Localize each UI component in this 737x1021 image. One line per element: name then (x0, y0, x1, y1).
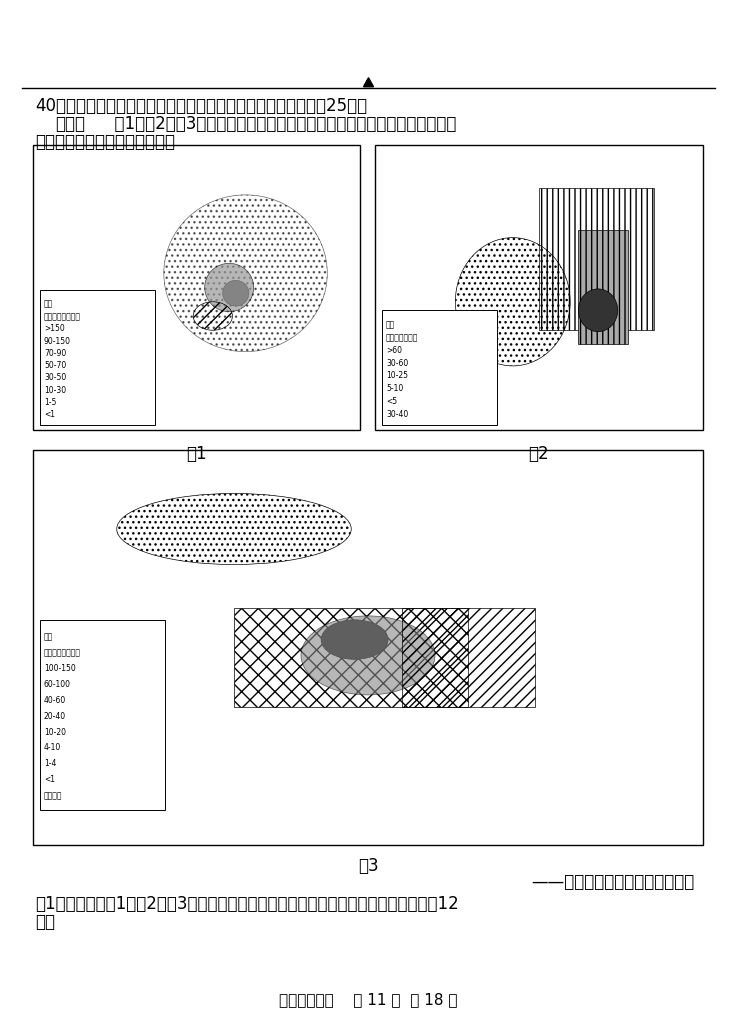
Text: 40-60: 40-60 (44, 696, 66, 704)
Text: 图2: 图2 (528, 445, 548, 463)
Text: 90-150: 90-150 (44, 337, 71, 346)
Text: 洪武二十六年）的人口密度图。: 洪武二十六年）的人口密度图。 (35, 133, 175, 151)
Text: >60: >60 (386, 346, 402, 354)
Bar (33, 450, 703, 845)
Text: 图例: 图例 (44, 633, 53, 641)
Bar (579, 231, 628, 344)
Polygon shape (363, 78, 374, 87)
Text: 100-150: 100-150 (44, 665, 76, 673)
Text: 1-5: 1-5 (44, 398, 56, 407)
Text: 60-100: 60-100 (44, 680, 71, 689)
Text: 30-50: 30-50 (44, 374, 66, 383)
Bar (40, 620, 165, 810)
Text: <5: <5 (386, 397, 397, 406)
Text: 30-40: 30-40 (386, 409, 408, 419)
Text: 材料一: 材料一 (55, 115, 85, 133)
Text: 10-25: 10-25 (386, 372, 408, 381)
Text: 无统计数: 无统计数 (44, 791, 63, 800)
Text: 10-30: 10-30 (44, 386, 66, 395)
Bar (382, 310, 497, 425)
Text: 图1: 图1 (186, 445, 206, 463)
Bar (539, 188, 654, 330)
Text: 分）: 分） (35, 913, 55, 931)
Text: <1: <1 (44, 410, 55, 420)
Ellipse shape (205, 263, 254, 311)
Text: ——据葛剑雄《中国人口发展史》: ——据葛剑雄《中国人口发展史》 (532, 873, 695, 891)
Text: 图3: 图3 (357, 857, 378, 875)
Text: 40、人口流动是社会发展变化的映射。阅读材料，回答问题。（25分）: 40、人口流动是社会发展变化的映射。阅读材料，回答问题。（25分） (35, 97, 367, 115)
Text: >150: >150 (44, 325, 65, 334)
Ellipse shape (579, 289, 618, 332)
Text: 20-40: 20-40 (44, 712, 66, 721)
Text: 5-10: 5-10 (386, 384, 403, 393)
Text: 图1、图2、图3是中国古代三个历史时期（东汉永和五年、唐天宝元年、明: 图1、图2、图3是中国古代三个历史时期（东汉永和五年、唐天宝元年、明 (104, 115, 456, 133)
Text: 每平方公里户数: 每平方公里户数 (386, 333, 419, 342)
Ellipse shape (223, 281, 249, 306)
Text: 图例: 图例 (386, 321, 395, 329)
Text: 高三文科综合    第 11 页  共 18 页: 高三文科综合 第 11 页 共 18 页 (279, 992, 457, 1007)
Text: 每平方公里人口数: 每平方公里人口数 (44, 648, 81, 658)
Text: 图例: 图例 (44, 300, 53, 308)
Text: 30-60: 30-60 (386, 358, 408, 368)
Bar (402, 607, 536, 707)
Text: 50-70: 50-70 (44, 361, 66, 371)
Text: 4-10: 4-10 (44, 743, 61, 752)
Text: 1-4: 1-4 (44, 760, 56, 769)
Text: <1: <1 (44, 775, 55, 784)
Bar (375, 145, 703, 430)
Bar (40, 290, 155, 425)
Ellipse shape (301, 616, 435, 695)
Text: （1）分别提取图1、图2、图3的人口分布信息，并据此说明与其相对应的历史时期。（12: （1）分别提取图1、图2、图3的人口分布信息，并据此说明与其相对应的历史时期。（… (35, 895, 458, 913)
Text: 70-90: 70-90 (44, 349, 66, 358)
Ellipse shape (321, 620, 388, 660)
Text: 10-20: 10-20 (44, 728, 66, 737)
Bar (33, 145, 360, 430)
Text: 每平方公里人口数: 每平方公里人口数 (44, 312, 81, 321)
